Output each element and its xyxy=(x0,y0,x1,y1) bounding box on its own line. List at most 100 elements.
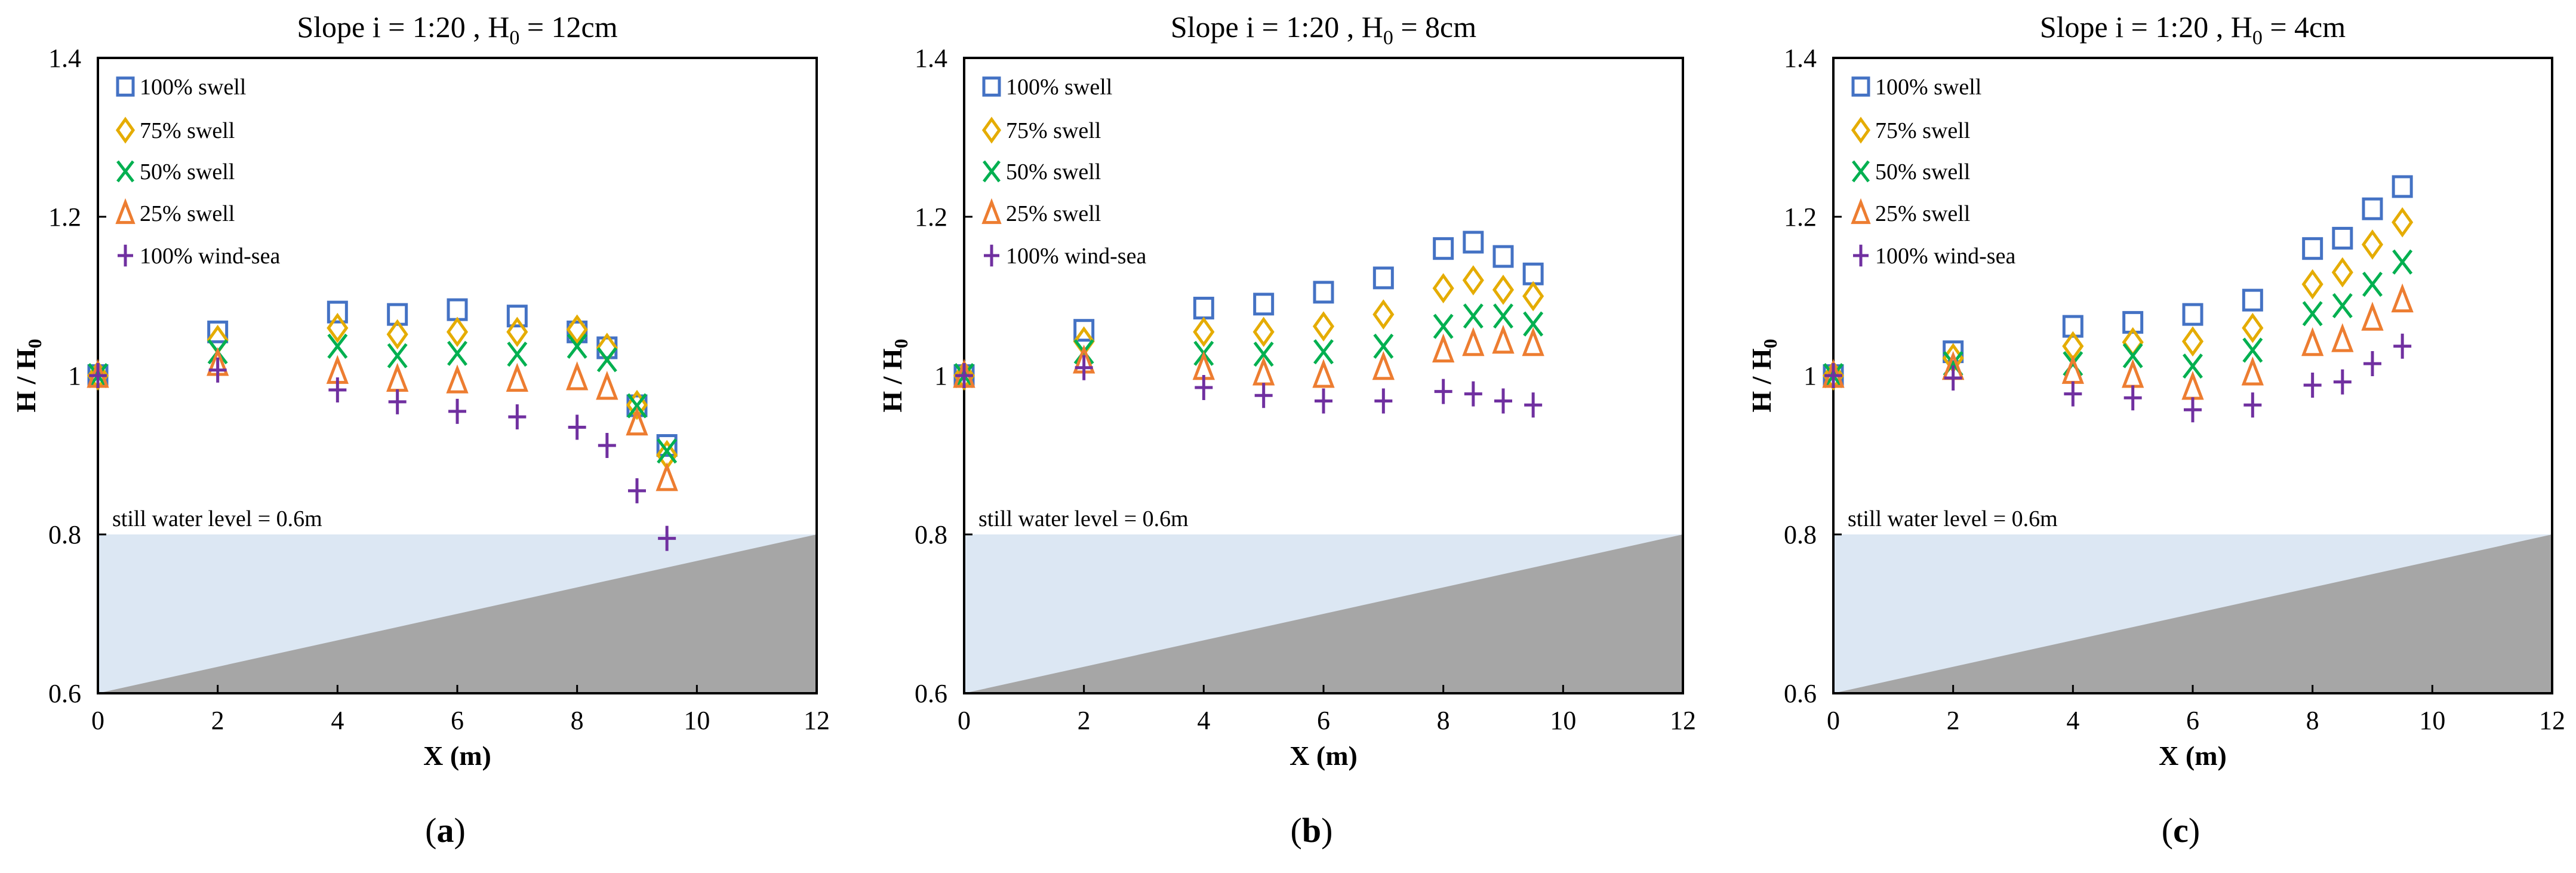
y-axis-label-subscript: 0 xyxy=(1759,339,1781,348)
legend-label: 50% swell xyxy=(1875,159,1970,185)
data-point xyxy=(2241,356,2264,386)
data-point xyxy=(506,362,528,392)
data-point xyxy=(1523,311,1544,337)
data-point xyxy=(656,434,678,457)
x-tick-label: 0 xyxy=(958,706,971,735)
y-axis-label-main: H / H xyxy=(11,348,41,413)
data-point xyxy=(2181,370,2204,400)
data-point xyxy=(1253,293,1275,316)
data-point xyxy=(2361,229,2384,260)
x-tick-label: 10 xyxy=(2419,706,2445,735)
data-point xyxy=(1524,392,1543,418)
data-point xyxy=(2242,288,2263,312)
x-tick-label: 12 xyxy=(1670,706,1696,735)
legend-label: 100% wind-sea xyxy=(140,244,280,269)
legend-marker-diamond-icon xyxy=(1851,116,1871,144)
y-axis-label-subscript: 0 xyxy=(24,339,45,348)
data-point xyxy=(2361,302,2384,331)
legend-label: 100% swell xyxy=(140,75,246,100)
data-point xyxy=(1254,383,1273,408)
data-point xyxy=(1432,273,1454,304)
legend-marker-plus-icon xyxy=(984,244,999,267)
chart-title: Slope i = 1:20 , H0 = 12cm xyxy=(297,10,617,49)
slope-bed xyxy=(1833,534,2552,693)
data-point xyxy=(1824,363,1842,388)
chart-title-subscript: 0 xyxy=(1383,27,1393,49)
x-tick-label: 6 xyxy=(2186,706,2199,735)
panel-label-letter: c xyxy=(2173,811,2189,850)
y-axis-label: H / H0 xyxy=(877,339,912,412)
y-tick-label: 1 xyxy=(68,361,81,391)
x-tick-label: 8 xyxy=(571,706,584,735)
data-point xyxy=(2123,385,2142,411)
data-point xyxy=(448,398,466,424)
data-point xyxy=(626,389,648,420)
data-point xyxy=(1464,381,1482,407)
data-point xyxy=(327,312,349,343)
panel-label-open: ( xyxy=(425,811,436,850)
x-tick-label: 4 xyxy=(331,706,344,735)
data-point xyxy=(2363,351,2381,377)
x-tick-label: 2 xyxy=(1078,706,1091,735)
legend-marker-plus-icon xyxy=(118,244,133,267)
chart-title: Slope i = 1:20 , H0 = 8cm xyxy=(1171,10,1476,49)
y-tick-label: 0.8 xyxy=(1784,520,1817,549)
legend-marker-triangle-icon xyxy=(1851,198,1871,225)
panel-label-letter: a xyxy=(437,811,454,850)
x-tick-label: 4 xyxy=(1197,706,1210,735)
data-point xyxy=(2122,359,2144,388)
data-point xyxy=(596,336,618,359)
legend-marker-square-icon xyxy=(1851,76,1870,97)
data-point xyxy=(506,316,528,348)
data-point xyxy=(1462,327,1485,356)
y-tick-label: 1.4 xyxy=(915,44,947,73)
slope-bed xyxy=(964,534,1683,693)
data-point xyxy=(387,343,408,368)
y-tick-label: 1.2 xyxy=(1784,202,1817,232)
legend-label: 100% wind-sea xyxy=(1875,244,2015,269)
x-tick-label: 10 xyxy=(684,706,710,735)
data-point xyxy=(388,389,407,414)
slope-bed xyxy=(98,534,817,693)
x-tick-label: 0 xyxy=(91,706,104,735)
x-tick-label: 2 xyxy=(1947,706,1960,735)
y-axis-label-main: H / H xyxy=(1746,348,1777,413)
data-point xyxy=(1463,303,1484,329)
data-point xyxy=(658,525,676,551)
chart-title-tail: = 4cm xyxy=(2263,10,2346,44)
chart-title-main: Slope i = 1:20 , H xyxy=(2040,10,2252,44)
data-point xyxy=(568,414,586,440)
legend-marker-triangle-icon xyxy=(981,198,1002,225)
legend-label: 25% swell xyxy=(140,201,235,226)
data-point xyxy=(1433,313,1454,339)
legend-label: 100% wind-sea xyxy=(1006,244,1146,269)
y-tick-label: 1 xyxy=(934,361,947,391)
legend-marker-square-icon xyxy=(982,76,1001,97)
x-tick-label: 6 xyxy=(1317,706,1330,735)
data-point xyxy=(89,363,107,388)
panel-label: (b) xyxy=(1291,811,1333,850)
data-point xyxy=(566,314,588,345)
data-point xyxy=(1192,351,1215,380)
x-tick-label: 6 xyxy=(451,706,464,735)
data-point xyxy=(207,320,229,343)
data-point xyxy=(2302,301,2323,327)
x-tick-label: 8 xyxy=(1437,706,1450,735)
data-point xyxy=(2301,269,2323,300)
panel-label-open: ( xyxy=(1291,811,1302,850)
x-tick-label: 0 xyxy=(1827,706,1840,735)
legend-label: 75% swell xyxy=(140,118,235,143)
y-tick-label: 1.2 xyxy=(48,202,81,232)
data-point xyxy=(2391,283,2414,313)
chart-title-main: Slope i = 1:20 , H xyxy=(297,10,509,44)
data-point xyxy=(1195,374,1213,400)
data-point xyxy=(598,433,616,459)
data-point xyxy=(208,357,227,383)
data-point xyxy=(1315,388,1332,414)
data-point xyxy=(447,298,468,321)
legend-label: 75% swell xyxy=(1875,118,1970,143)
data-point xyxy=(386,319,408,350)
data-point xyxy=(447,340,467,366)
y-tick-label: 1.2 xyxy=(915,202,947,232)
legend-label: 50% swell xyxy=(140,159,235,185)
